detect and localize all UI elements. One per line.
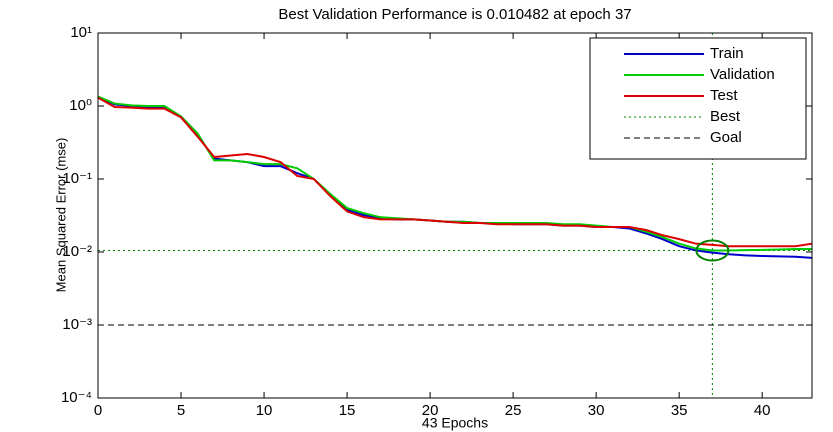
chart-title: Best Validation Performance is 0.010482 …: [278, 6, 631, 23]
x-tick-label: 5: [177, 402, 185, 419]
y-tick-label: 10⁻²: [62, 243, 92, 260]
plot-frame: [97, 32, 813, 399]
best-marker: [695, 239, 730, 262]
x-tick-label: 20: [422, 402, 439, 419]
x-tick-label: 35: [671, 402, 688, 419]
y-axis-label: Mean Squared Error (mse): [53, 138, 68, 293]
legend-label: Train: [710, 45, 744, 62]
y-tick-label: 10⁻¹: [62, 170, 92, 187]
y-tick-label: 10⁰: [69, 97, 92, 114]
series-line: [97, 96, 813, 248]
x-tick-label: 10: [256, 402, 273, 419]
legend-box: [589, 37, 807, 160]
legend-label: Validation: [710, 66, 775, 83]
x-tick-label: 25: [505, 402, 522, 419]
x-tick-label: 40: [754, 402, 771, 419]
x-axis-label: 43 Epochs: [422, 415, 488, 431]
y-tick-label: 10¹: [70, 24, 92, 41]
legend-label: Goal: [710, 129, 742, 146]
x-tick-label: 30: [588, 402, 605, 419]
legend-label: Best: [710, 108, 741, 125]
y-tick-label: 10⁻⁴: [61, 389, 92, 406]
x-tick-label: 0: [94, 402, 102, 419]
x-tick-label: 15: [339, 402, 356, 419]
y-tick-label: 10⁻³: [62, 316, 92, 333]
legend-label: Test: [710, 87, 738, 104]
